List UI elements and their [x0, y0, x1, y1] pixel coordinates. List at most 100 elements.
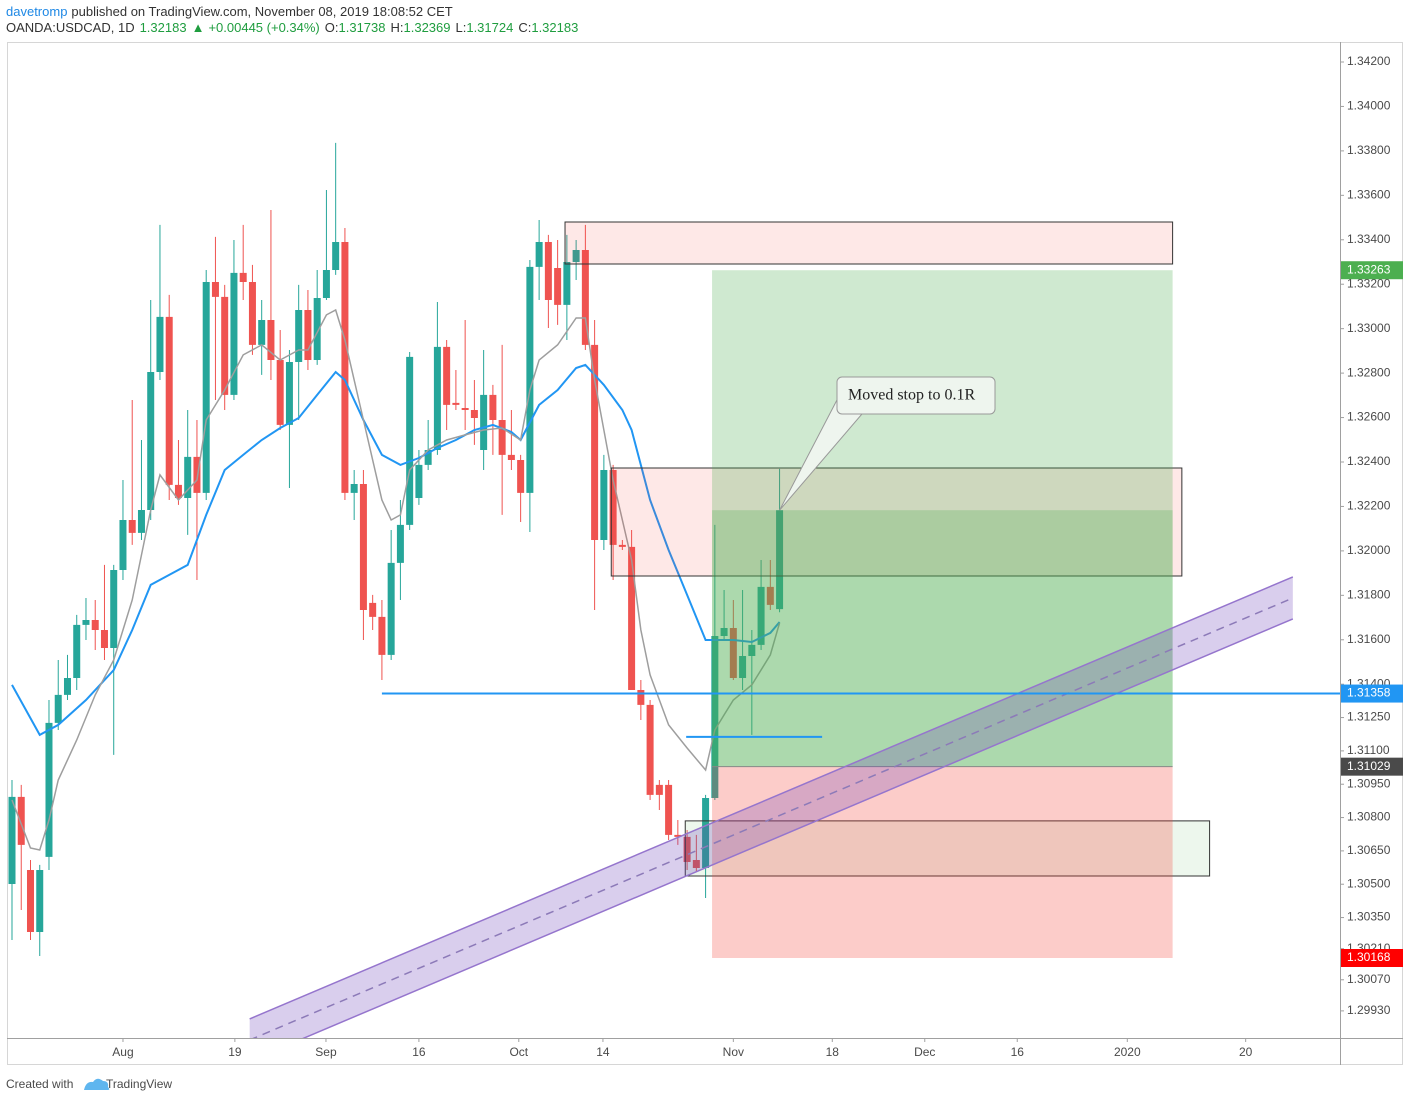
symbol: OANDA:USDCAD, 1D	[6, 20, 135, 35]
close-label: C:	[518, 20, 531, 35]
moving-average	[11, 363, 781, 737]
high-value: 1.32369	[404, 20, 451, 35]
y-tick-label: 1.33200	[1347, 276, 1391, 290]
y-tick-label: 1.29930	[1347, 1003, 1391, 1017]
open-value: 1.31738	[339, 20, 386, 35]
candle-body	[729, 628, 737, 678]
candle-body	[350, 484, 358, 493]
candle-body	[507, 454, 515, 460]
x-tick-label: 14	[596, 1045, 610, 1059]
y-tick-label: 1.30350	[1347, 910, 1391, 924]
candle-body	[221, 296, 229, 395]
candle-body	[91, 620, 99, 630]
candle-body	[396, 524, 404, 563]
candle-body	[82, 620, 90, 625]
candle-body	[544, 242, 552, 300]
candle-body	[461, 408, 469, 410]
channel-edge	[249, 576, 1294, 1020]
y-tick-label: 1.30650	[1347, 843, 1391, 857]
candle-body	[128, 520, 136, 533]
candle-body	[739, 656, 747, 678]
y-tick-label: 1.30500	[1347, 876, 1391, 890]
y-tick-label: 1.33400	[1347, 232, 1391, 246]
moving-average	[11, 308, 781, 851]
candle-body	[211, 282, 219, 297]
y-tick-label: 1.30070	[1347, 972, 1391, 986]
candle-body	[655, 784, 663, 795]
y-tick-label: 1.33800	[1347, 143, 1391, 157]
candle-body	[174, 484, 182, 498]
x-tick-label: 18	[826, 1045, 840, 1059]
y-tick-label: 1.30800	[1347, 810, 1391, 824]
candle-body	[757, 586, 765, 645]
y-tick-label: 1.33000	[1347, 321, 1391, 335]
candle-body	[110, 570, 118, 648]
y-tick-label: 1.32600	[1347, 410, 1391, 424]
candle-body	[628, 546, 636, 690]
candle-body	[322, 270, 330, 298]
price-badge	[1341, 757, 1403, 776]
callout-text: Moved stop to 0.1R	[848, 387, 975, 404]
candle-body	[424, 450, 432, 465]
candle-body	[609, 470, 617, 545]
candle-body	[45, 722, 53, 857]
candle-body	[748, 644, 756, 656]
published-info: published on TradingView.com, November 0…	[71, 4, 452, 19]
x-tick-label: Dec	[914, 1045, 935, 1059]
zone-box	[610, 467, 1183, 577]
close-value: 1.32183	[531, 20, 578, 35]
zone-box	[564, 221, 1174, 265]
candle-body	[452, 402, 460, 405]
candle-body	[137, 510, 145, 533]
candle-body	[480, 394, 488, 450]
candle-body	[563, 262, 571, 305]
price-badge	[1341, 684, 1403, 703]
channel-fill	[249, 576, 1293, 1038]
y-tick-label: 1.31100	[1347, 743, 1390, 757]
channel-center	[252, 597, 1294, 1038]
x-tick-label: 16	[1011, 1045, 1025, 1059]
position-stop-zone	[712, 766, 1173, 958]
candle-body	[600, 470, 608, 540]
x-tick-label: 19	[228, 1045, 242, 1059]
candle-body	[702, 798, 710, 868]
x-tick-label: Sep	[315, 1045, 337, 1059]
candle-body	[581, 250, 589, 345]
candle-body	[692, 860, 700, 868]
candle-body	[258, 320, 266, 345]
candle-body	[239, 272, 247, 282]
plot-area	[8, 142, 1340, 1038]
x-tick-label: 20	[1239, 1045, 1253, 1059]
brand-link[interactable]: TradingView	[106, 1077, 172, 1091]
candle-body	[73, 624, 81, 678]
candle-body	[766, 586, 774, 605]
candle-body	[267, 320, 275, 360]
candle-body	[720, 628, 728, 636]
candle-body	[711, 636, 719, 798]
candle-body	[147, 372, 155, 510]
candle-body	[359, 484, 367, 610]
candle-body	[341, 242, 349, 493]
author-link[interactable]: davetromp	[6, 4, 67, 19]
candle-body	[572, 250, 580, 262]
candle-body	[285, 362, 293, 425]
y-tick-label: 1.32400	[1347, 454, 1391, 468]
y-tick-label: 1.34200	[1347, 54, 1391, 68]
zone-box	[684, 820, 1211, 877]
x-tick-label: Nov	[723, 1045, 744, 1059]
low-value: 1.31724	[466, 20, 513, 35]
candle-body	[369, 602, 377, 617]
candle-body	[193, 456, 201, 493]
x-tick-label: Oct	[509, 1045, 528, 1059]
candle-body	[332, 242, 340, 270]
brand-logo[interactable]	[84, 1078, 110, 1090]
publish-line: davetromp published on TradingView.com, N…	[6, 4, 453, 19]
position-target-zone	[712, 270, 1173, 767]
candle-body	[674, 834, 682, 837]
chart-frame	[7, 42, 1403, 1065]
candle-body	[26, 870, 34, 932]
candle-body	[248, 282, 256, 345]
x-tick-label: Aug	[112, 1045, 133, 1059]
candle-body	[683, 836, 691, 862]
